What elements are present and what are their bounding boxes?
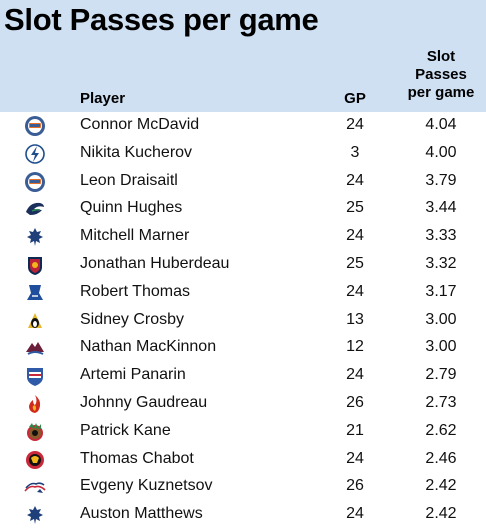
blues-logo xyxy=(24,282,46,304)
player-name: Evgeny Kuznetsov xyxy=(80,477,213,495)
table-row: Nathan MacKinnon 12 3.00 xyxy=(0,334,486,362)
games-played: 12 xyxy=(346,338,364,356)
column-header-slot-passes-line-2: Passes xyxy=(415,66,467,83)
games-played: 24 xyxy=(346,505,364,523)
table-row: Mitchell Marner 24 3.33 xyxy=(0,223,486,251)
table-row: Quinn Hughes 25 3.44 xyxy=(0,195,486,223)
slot-passes-per-game: 4.04 xyxy=(425,116,457,133)
column-header-gp: GP xyxy=(344,90,366,107)
maple-leafs-logo xyxy=(24,504,46,526)
column-header-slot-passes-line-1: Slot xyxy=(426,48,456,65)
table-row: Auston Matthews 24 2.42 xyxy=(0,501,486,529)
column-header-player: Player xyxy=(80,90,126,107)
slot-passes-per-game: 2.62 xyxy=(425,421,457,439)
rangers-logo xyxy=(24,365,46,387)
column-header-slot-passes: Slot Passes per game xyxy=(398,48,484,102)
games-played: 24 xyxy=(346,282,364,300)
table-row: Artemi Panarin 24 2.79 xyxy=(0,362,486,390)
player-name: Auston Matthews xyxy=(80,505,203,523)
table-row: Leon Draisaitl 24 3.79 xyxy=(0,168,486,196)
oilers-logo xyxy=(24,171,46,193)
table-row: Jonathan Huberdeau 25 3.32 xyxy=(0,251,486,279)
player-name: Johnny Gaudreau xyxy=(80,393,208,411)
blackhawks-logo xyxy=(24,421,46,443)
capitals-logo xyxy=(24,476,46,498)
panthers-logo xyxy=(24,254,46,276)
oilers-logo xyxy=(24,115,46,137)
games-played: 21 xyxy=(346,421,364,439)
flames-logo xyxy=(24,393,46,415)
games-played: 13 xyxy=(346,310,364,328)
player-name: Nikita Kucherov xyxy=(80,143,193,161)
column-header-slot-passes-line-3: per game xyxy=(407,84,475,101)
player-name: Thomas Chabot xyxy=(80,449,194,467)
table-row: Connor McDavid 24 4.04 xyxy=(0,112,486,140)
table-row: Robert Thomas 24 3.17 xyxy=(0,279,486,307)
games-played: 26 xyxy=(346,393,364,411)
table-header-band xyxy=(0,0,486,112)
games-played: 25 xyxy=(346,199,364,217)
slot-passes-per-game: 3.00 xyxy=(425,338,457,356)
canucks-logo xyxy=(24,198,46,220)
player-name: Jonathan Huberdeau xyxy=(80,254,230,272)
table-row: Thomas Chabot 24 2.46 xyxy=(0,446,486,474)
slot-passes-per-game: 3.32 xyxy=(425,254,457,272)
player-name: Leon Draisaitl xyxy=(80,171,178,189)
games-played: 24 xyxy=(346,171,364,189)
slot-passes-per-game: 2.42 xyxy=(425,477,457,495)
player-name: Patrick Kane xyxy=(80,421,171,439)
player-name: Nathan MacKinnon xyxy=(80,338,217,356)
player-name: Quinn Hughes xyxy=(80,199,183,217)
slot-passes-per-game: 2.46 xyxy=(425,449,457,467)
table-row: Evgeny Kuznetsov 26 2.42 xyxy=(0,473,486,501)
slot-passes-per-game: 3.79 xyxy=(425,171,457,189)
slot-passes-per-game: 4.00 xyxy=(425,143,457,161)
table-row: Patrick Kane 21 2.62 xyxy=(0,418,486,446)
table-row: Johnny Gaudreau 26 2.73 xyxy=(0,390,486,418)
slot-passes-per-game: 2.73 xyxy=(425,393,457,411)
table-row: Sidney Crosby 13 3.00 xyxy=(0,307,486,335)
games-played: 24 xyxy=(346,449,364,467)
games-played: 24 xyxy=(346,116,364,133)
games-played: 24 xyxy=(346,366,364,384)
player-name: Connor McDavid xyxy=(80,116,200,133)
player-name: Artemi Panarin xyxy=(80,366,186,384)
table-row: Nikita Kucherov 3 4.00 xyxy=(0,140,486,168)
player-name: Sidney Crosby xyxy=(80,310,185,328)
table-body: Connor McDavid 24 4.04 Nikita Kucherov 3 4.00… xyxy=(0,112,486,529)
games-played: 3 xyxy=(350,143,360,161)
chart-title: Slot Passes per game xyxy=(4,2,319,37)
player-name: Robert Thomas xyxy=(80,282,190,300)
slot-passes-per-game: 3.44 xyxy=(425,199,457,217)
avalanche-logo xyxy=(24,337,46,359)
games-played: 24 xyxy=(346,227,364,245)
senators-logo xyxy=(24,449,46,471)
lightning-logo xyxy=(24,143,46,165)
games-played: 26 xyxy=(346,477,364,495)
slot-passes-per-game: 2.42 xyxy=(425,505,457,523)
penguins-logo xyxy=(24,310,46,332)
slot-passes-per-game: 3.00 xyxy=(425,310,457,328)
slot-passes-per-game: 3.17 xyxy=(425,282,457,300)
slot-passes-per-game: 2.79 xyxy=(425,366,457,384)
games-played: 25 xyxy=(346,254,364,272)
slot-passes-per-game: 3.33 xyxy=(425,227,457,245)
player-name: Mitchell Marner xyxy=(80,227,190,245)
maple-leafs-logo xyxy=(24,226,46,248)
